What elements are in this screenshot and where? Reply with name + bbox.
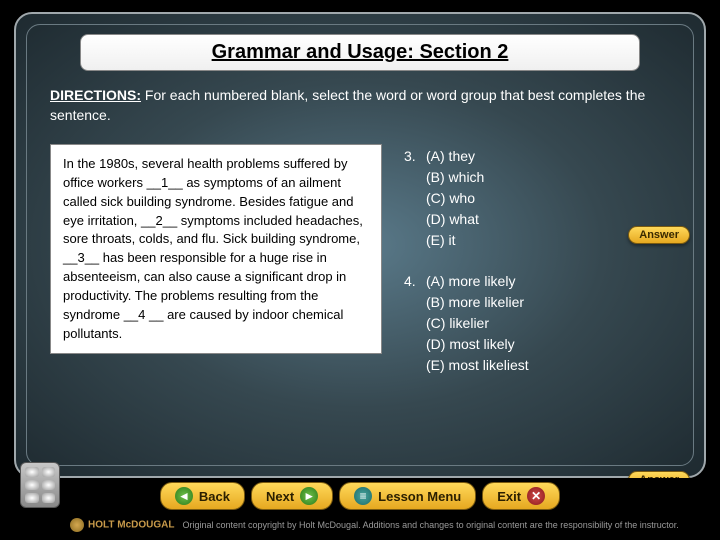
option-a[interactable]: (A) more likely xyxy=(426,271,684,292)
title-band: Grammar and Usage: Section 2 xyxy=(80,34,640,71)
option-b[interactable]: (B) which xyxy=(426,167,684,188)
exit-label: Exit xyxy=(497,489,521,504)
footer: ◄ Back Next ► ≡ Lesson Menu Exit ✕ HOLT … xyxy=(0,478,720,540)
option-a[interactable]: (A) they xyxy=(426,146,684,167)
back-label: Back xyxy=(199,489,230,504)
option-d[interactable]: (D) most likely xyxy=(426,334,684,355)
lesson-menu-button[interactable]: ≡ Lesson Menu xyxy=(339,482,476,510)
question-4: 4. (A) more likely (B) more likelier (C)… xyxy=(404,271,684,376)
brand-logo: HOLT McDOUGAL xyxy=(70,518,174,532)
brand-logo-icon xyxy=(70,518,84,532)
next-label: Next xyxy=(266,489,294,504)
nav-bar: ◄ Back Next ► ≡ Lesson Menu Exit ✕ xyxy=(0,482,720,510)
option-c[interactable]: (C) likelier xyxy=(426,313,684,334)
next-arrow-icon: ► xyxy=(300,487,318,505)
slide-title: Grammar and Usage: Section 2 xyxy=(93,41,627,64)
directions-label: DIRECTIONS: xyxy=(50,87,141,103)
passage-box: In the 1980s, several health problems su… xyxy=(50,144,382,354)
question-number: 4. xyxy=(404,271,426,376)
option-b[interactable]: (B) more likelier xyxy=(426,292,684,313)
passage-text: In the 1980s, several health problems su… xyxy=(63,156,363,341)
option-c[interactable]: (C) who xyxy=(426,188,684,209)
copyright-text: Original content copyright by Holt McDou… xyxy=(182,520,678,530)
directions: DIRECTIONS: For each numbered blank, sel… xyxy=(50,86,670,125)
question-options: (A) more likely (B) more likelier (C) li… xyxy=(426,271,684,376)
back-button[interactable]: ◄ Back xyxy=(160,482,245,510)
brand-name: HOLT McDOUGAL xyxy=(88,520,174,531)
back-arrow-icon: ◄ xyxy=(175,487,193,505)
question-3: 3. (A) they (B) which (C) who (D) what (… xyxy=(404,146,684,251)
lesson-label: Lesson Menu xyxy=(378,489,461,504)
question-number: 3. xyxy=(404,146,426,251)
slide-container: Grammar and Usage: Section 2 DIRECTIONS:… xyxy=(14,12,706,478)
next-button[interactable]: Next ► xyxy=(251,482,333,510)
answer-button-q3[interactable]: Answer xyxy=(628,226,690,244)
exit-icon: ✕ xyxy=(527,487,545,505)
exit-button[interactable]: Exit ✕ xyxy=(482,482,560,510)
copyright-line: HOLT McDOUGAL Original content copyright… xyxy=(70,518,679,532)
menu-icon: ≡ xyxy=(354,487,372,505)
questions-panel: 3. (A) they (B) which (C) who (D) what (… xyxy=(404,146,684,396)
option-e[interactable]: (E) most likeliest xyxy=(426,355,684,376)
